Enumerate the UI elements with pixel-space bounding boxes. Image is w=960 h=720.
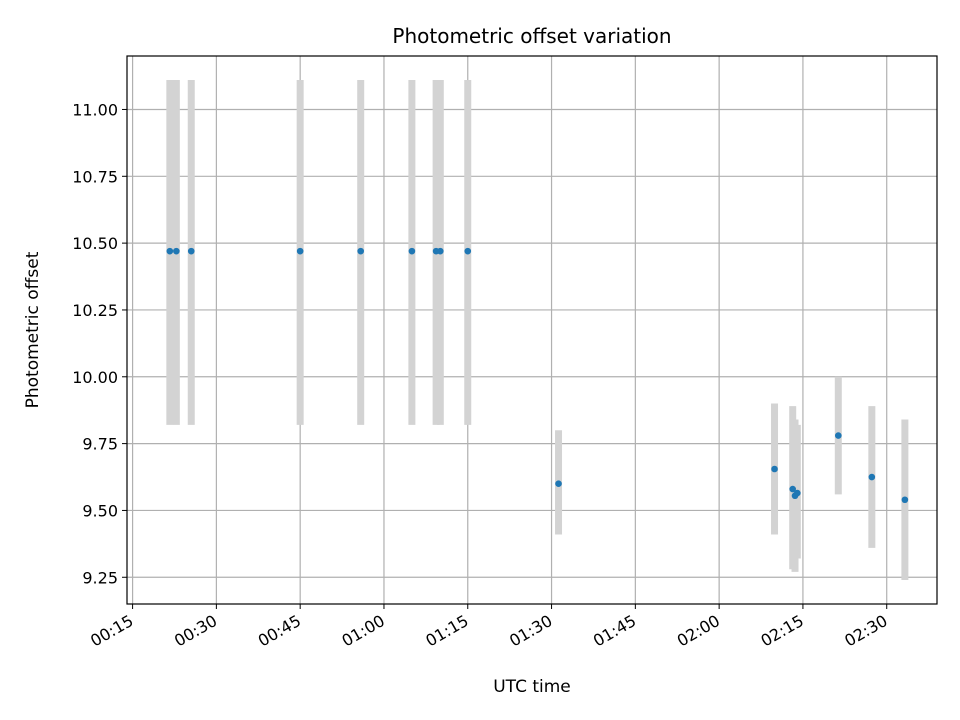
data-point (296, 247, 304, 255)
data-point (187, 247, 195, 255)
data-point (901, 496, 909, 504)
data-point (794, 489, 801, 497)
chart-title: Photometric offset variation (392, 24, 671, 48)
data-point (464, 247, 472, 255)
data-point (868, 473, 876, 481)
y-tick-label: 10.00 (72, 368, 118, 387)
y-tick-label: 9.25 (82, 568, 118, 587)
data-point (357, 247, 364, 255)
data-point (835, 432, 842, 439)
data-point (166, 247, 174, 255)
y-tick-label: 10.25 (72, 301, 118, 320)
data-point (771, 465, 778, 473)
data-point (436, 247, 444, 255)
grid (127, 56, 937, 604)
plot-frame (126, 55, 938, 605)
data-point (173, 247, 180, 255)
y-tick-label: 10.75 (72, 167, 118, 186)
y-axis: 9.25 9.50 9.75 10.00 10.25 10.50 10.75 11.00 (72, 100, 127, 587)
data-point (408, 247, 416, 255)
y-tick-label: 11.00 (72, 100, 118, 119)
y-tick-label: 10.50 (72, 234, 118, 253)
y-axis-label: Photometric offset (23, 251, 43, 408)
y-tick-label: 9.75 (82, 435, 118, 454)
y-tick-label: 9.50 (82, 501, 118, 520)
data-point (789, 485, 796, 493)
x-axis-label: UTC time (493, 677, 571, 697)
data-points (166, 247, 909, 504)
data-point (555, 480, 562, 488)
